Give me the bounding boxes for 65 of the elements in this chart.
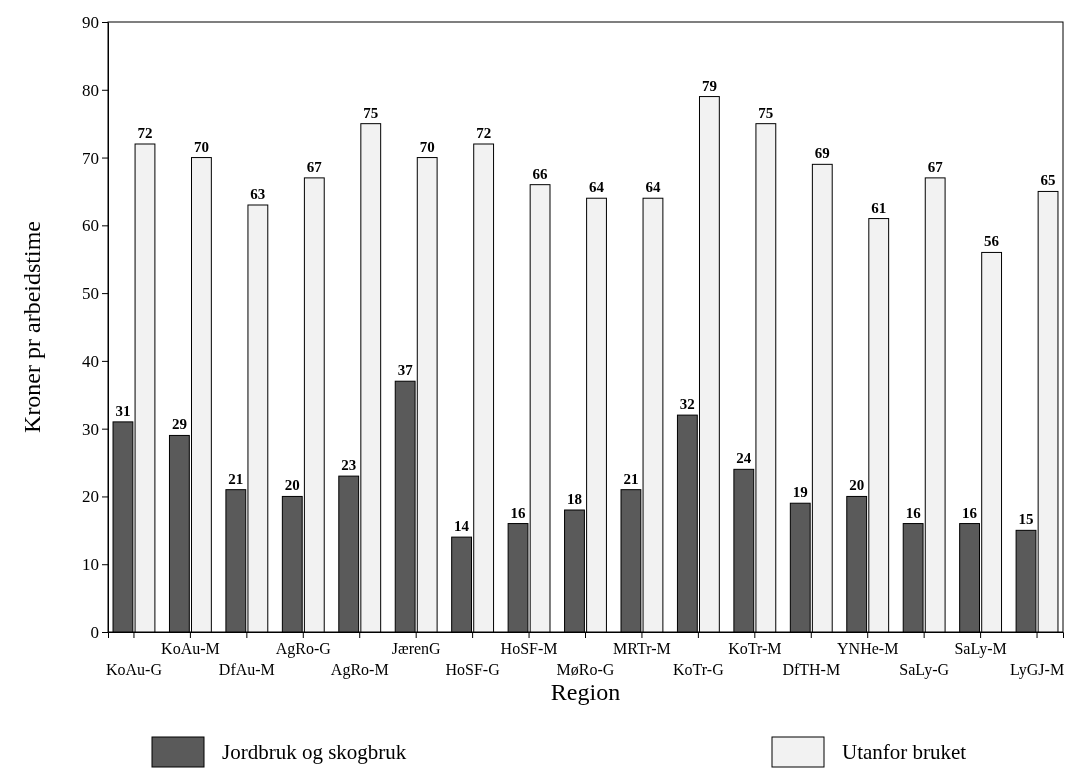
data-label: 31 [115,402,131,419]
data-label: 16 [510,504,527,521]
data-label: 21 [228,470,244,487]
data-label: 18 [566,491,582,507]
data-label: 70 [419,138,435,155]
data-label: 29 [171,416,187,433]
data-label: 20 [849,477,865,494]
x-tick-label: AgRo-M [330,660,389,679]
data-label: 14 [454,518,470,535]
data-label: 19 [792,484,808,501]
x-tick-label: KoAu-G [105,660,163,678]
x-tick-label: MRTr-M [613,639,671,657]
x-tick-label: AgRo-G [275,639,332,658]
y-tick-label: 40 [82,351,99,371]
data-label: 65 [1040,172,1056,189]
data-label: 67 [927,158,944,175]
data-label: 20 [284,477,300,494]
x-tick-label: DfAu-M [218,660,275,678]
data-label: 72 [137,125,153,141]
x-tick-label: JærenG [391,639,442,657]
y-tick-label: 90 [82,12,99,32]
data-label: 24 [736,450,752,467]
data-label: 64 [589,179,605,196]
data-label: 16 [905,504,922,521]
y-axis-title: Kroner pr arbeidstime [19,221,45,433]
data-label: 75 [758,104,774,121]
x-tick-label: DfTH-M [782,660,841,678]
x-tick-label: YNHe-M [837,639,899,657]
data-label: 21 [623,470,639,487]
x-tick-label: LyGJ-M [1009,660,1065,679]
x-axis-title: Region [550,679,621,705]
data-label: 69 [814,145,830,162]
data-label: 72 [476,125,492,141]
y-tick-label: 20 [82,487,99,507]
y-tick-label: 0 [90,622,99,642]
data-label: 63 [250,186,266,202]
y-tick-label: 30 [82,419,99,439]
x-tick-label: HoSF-M [500,639,558,657]
x-tick-label: SaLy-M [954,639,1007,658]
legend-label: Jordbruk og skogbruk [222,740,407,764]
x-tick-label: MøRo-G [556,660,615,678]
data-label: 37 [397,362,414,379]
data-label: 23 [341,457,357,474]
data-label: 64 [645,179,661,196]
data-label: 32 [679,396,695,413]
data-label: 70 [193,138,209,155]
data-label: 16 [962,504,978,521]
x-tick-label: KoAu-M [161,639,220,657]
legend-label: Utanfor bruket [842,740,967,764]
data-label: 67 [306,158,323,175]
data-label: 79 [701,77,717,94]
x-tick-label: HoSF-G [445,660,501,678]
x-tick-label: KoTr-G [673,660,725,678]
data-label: 56 [984,233,1000,250]
y-tick-label: 10 [82,555,99,575]
data-label: 61 [871,199,887,216]
y-tick-label: 50 [82,284,99,304]
y-tick-label: 60 [82,216,99,236]
data-label: 66 [532,165,549,182]
data-label: 75 [363,104,379,121]
y-tick-label: 70 [82,148,99,168]
y-tick-label: 80 [82,80,99,100]
x-tick-label: KoTr-M [728,639,782,657]
data-label: 15 [1018,511,1034,528]
x-tick-label: SaLy-G [899,660,950,679]
